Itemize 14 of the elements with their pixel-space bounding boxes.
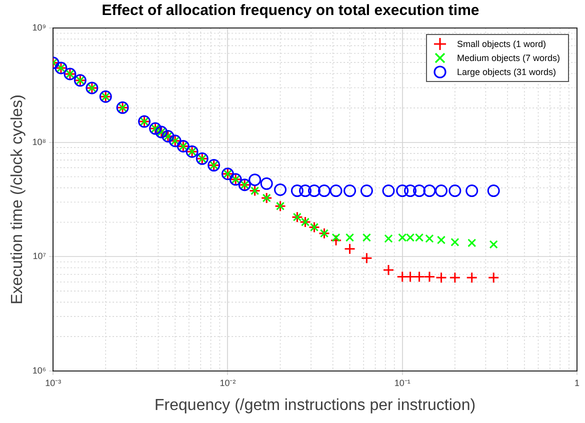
legend-label: Medium objects (7 words) <box>456 52 560 64</box>
legend-label: Small objects (1 word) <box>456 38 546 50</box>
y-tick-label: 10⁶ <box>32 365 46 376</box>
legend-label: Large objects (31 words) <box>456 66 556 78</box>
x-axis-title: Frequency (/getm instructions per instruction) <box>154 396 476 414</box>
x-tick-label: 10⁻² <box>220 378 236 388</box>
y-tick-label: 10⁹ <box>32 22 46 32</box>
x-tick-label: 10⁻³ <box>45 378 62 388</box>
x-tick-label: 10⁻¹ <box>394 378 410 388</box>
x-tick-label: 1 <box>574 378 580 388</box>
chart-title: Effect of allocation frequency on total execution time <box>102 2 480 20</box>
y-tick-label: 10⁷ <box>32 251 46 262</box>
y-axis-title: Execution time (/clock cycles) <box>9 94 26 304</box>
y-tick-label: 10⁸ <box>32 136 46 147</box>
